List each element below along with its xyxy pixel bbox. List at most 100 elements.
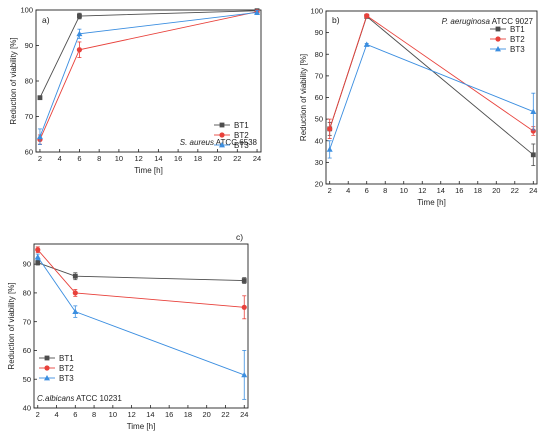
organism-annotation: C.albicans ATCC 10231 (37, 394, 122, 403)
x-tick-label: 2 (36, 410, 40, 419)
series-line (37, 262, 245, 281)
data-point (241, 304, 247, 310)
legend-marker (44, 375, 50, 381)
y-axis-label: Reduction of viability [%] (7, 282, 16, 369)
data-point (72, 273, 78, 279)
x-axis-label: Time [h] (134, 166, 163, 175)
y-tick-label: 40 (23, 404, 31, 413)
data-point (254, 9, 261, 15)
series-BT2 (327, 13, 536, 139)
series-line (37, 249, 245, 308)
x-tick-label: 24 (529, 186, 537, 195)
x-tick-label: 8 (383, 186, 387, 195)
data-point (530, 152, 536, 158)
x-tick-label: 8 (92, 410, 96, 419)
y-tick-label: 50 (315, 115, 323, 124)
x-tick-label: 2 (38, 154, 42, 163)
data-point (76, 47, 83, 53)
y-tick-label: 90 (315, 28, 323, 37)
y-tick-label: 60 (25, 148, 33, 157)
legend-marker (495, 46, 501, 52)
x-tick-label: 8 (97, 154, 101, 163)
series-BT1 (37, 8, 260, 101)
x-axis-label: Time [h] (417, 198, 446, 207)
organism-strain: ATCC 10231 (74, 394, 122, 403)
data-point (327, 126, 333, 132)
series-BT3 (326, 41, 537, 159)
legend-label: BT2 (234, 131, 249, 140)
organism-strain: ATCC 6538 (214, 138, 258, 147)
legend-label: BT3 (59, 374, 74, 383)
x-tick-label: 14 (154, 154, 162, 163)
panel-label: b) (332, 15, 340, 25)
x-tick-label: 6 (73, 410, 77, 419)
series-BT2 (35, 246, 247, 320)
series-BT3 (34, 253, 248, 400)
data-point (72, 290, 78, 296)
y-tick-label: 90 (25, 41, 33, 50)
legend-marker (219, 122, 225, 128)
series-line (329, 15, 534, 156)
legend-marker (44, 355, 50, 361)
series-BT2 (37, 9, 260, 145)
data-point (35, 247, 41, 253)
organism-annotation: S. aureus ATCC 6538 (180, 138, 258, 147)
x-tick-label: 22 (221, 410, 229, 419)
x-tick-label: 16 (455, 186, 463, 195)
data-point (35, 260, 41, 266)
data-point (326, 146, 333, 152)
y-tick-label: 60 (23, 346, 31, 355)
y-tick-label: 90 (23, 260, 31, 269)
data-point (241, 371, 248, 378)
data-point (530, 108, 537, 114)
x-tick-label: 10 (115, 154, 123, 163)
organism-annotation: P. aeruginosa ATCC 9027 (442, 17, 534, 26)
organism-name: C.albicans (37, 394, 74, 403)
legend-label: BT3 (510, 45, 525, 54)
y-tick-label: 20 (315, 180, 323, 189)
legend-marker (44, 365, 50, 371)
x-tick-label: 22 (233, 154, 241, 163)
data-point (241, 278, 247, 283)
x-tick-label: 6 (365, 186, 369, 195)
legend-marker (219, 132, 225, 138)
data-point (77, 13, 82, 19)
legend-marker (495, 26, 501, 32)
chart-panel-2: 2 4 6 8 10 12 14 16 18 20 22 242030405060708090100T… (299, 7, 537, 207)
y-tick-label: 100 (20, 6, 33, 15)
x-tick-label: 4 (346, 186, 350, 195)
panel-label: c) (236, 232, 243, 242)
data-point (364, 13, 370, 19)
series-line (39, 10, 258, 98)
data-point (37, 95, 43, 101)
panel-label: a) (42, 15, 50, 25)
organism-name: P. aeruginosa (442, 17, 491, 26)
x-tick-label: 24 (240, 410, 248, 419)
series-BT1 (327, 14, 536, 167)
x-tick-label: 6 (77, 154, 81, 163)
x-tick-label: 16 (165, 410, 173, 419)
series-BT3 (36, 9, 261, 145)
x-tick-label: 16 (174, 154, 182, 163)
x-tick-label: 20 (492, 186, 500, 195)
y-tick-label: 40 (315, 136, 323, 145)
legend-marker (495, 36, 501, 42)
y-tick-label: 80 (23, 289, 31, 298)
y-tick-label: 80 (315, 50, 323, 59)
x-tick-label: 18 (474, 186, 482, 195)
x-tick-label: 20 (203, 410, 211, 419)
data-point (76, 30, 83, 37)
y-tick-label: 80 (25, 77, 33, 86)
series-BT1 (35, 259, 247, 284)
y-tick-label: 70 (315, 71, 323, 80)
y-tick-label: 70 (23, 317, 31, 326)
x-tick-label: 2 (328, 186, 332, 195)
x-tick-label: 10 (400, 186, 408, 195)
x-tick-label: 14 (437, 186, 445, 195)
organism-strain: ATCC 9027 (490, 17, 534, 26)
data-point (72, 308, 79, 315)
